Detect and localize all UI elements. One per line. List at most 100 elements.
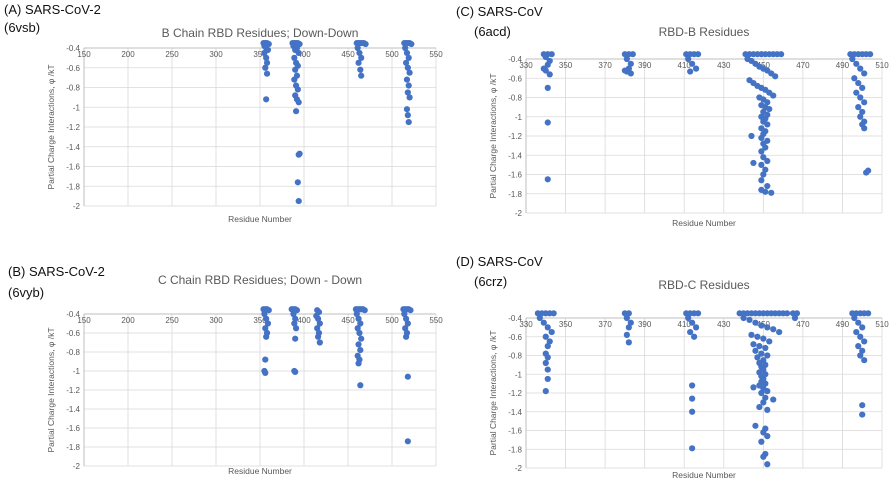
data-point [754,333,761,340]
y-tick-label: -2 [515,464,523,473]
data-point [694,51,702,58]
data-point [292,315,299,322]
data-point [295,151,302,158]
x-tick-label: 200 [121,316,135,325]
data-point [544,343,551,350]
y-axis-label: Partial Charge Interactions, φ /kT [488,73,498,198]
data-point [762,344,769,352]
data-point [544,176,551,183]
data-point [544,61,551,68]
data-point [760,453,767,460]
data-point [356,49,363,57]
y-axis-label: Partial Charge Interactions, φ /kT [46,327,56,452]
data-point [758,350,765,357]
x-tick-label: 350 [559,61,573,70]
y-tick-label: -1.8 [508,445,522,454]
data-point [756,403,763,411]
data-point [627,70,634,77]
data-point [404,373,411,380]
y-tick-label: -1 [515,113,523,122]
x-tick-label: 200 [121,50,135,59]
data-point [291,76,298,83]
data-point [404,320,411,327]
data-point [853,60,860,67]
data-point [316,339,323,346]
data-point [692,65,700,72]
panel-b-label-line1: (B) SARS-CoV-2 [8,264,105,279]
data-point [685,55,692,63]
y-tick-label: -0.6 [66,329,80,338]
data-point [758,134,765,142]
x-tick-label: 300 [209,50,223,59]
data-point [357,320,364,327]
data-point [623,331,630,338]
panel-b: (B) SARS-CoV-2 (6vyb) C Chain RBD Residu… [0,240,448,480]
panel-c-label-line2: (6acd) [474,24,511,39]
data-point [544,84,551,91]
data-point [689,60,696,67]
data-point [762,394,769,401]
x-tick-label: 250 [165,316,179,325]
data-point [629,51,636,58]
y-tick-label: -1.2 [66,123,80,132]
data-point [754,354,761,361]
data-point [403,106,411,113]
data-point [793,310,801,317]
data-point [855,79,862,87]
data-point [355,360,362,367]
y-tick-label: -1.2 [508,132,522,141]
data-point [355,315,362,322]
data-point [263,96,270,103]
data-point [758,389,765,397]
data-point [262,356,269,363]
x-tick-label: 390 [638,320,652,329]
y-tick-label: -2 [73,462,81,471]
data-point [758,161,765,168]
data-point [357,66,364,73]
data-point [544,366,551,373]
chart-c: RBD-B Residues 330 350 370 390 410 430 450 470 49… [488,25,889,228]
data-point [752,347,759,354]
data-point [262,369,269,376]
x-tick-label: 410 [678,320,692,329]
x-axis-label: Residue Number [672,470,736,480]
data-point [542,333,549,340]
data-point [791,314,799,322]
data-point [314,315,322,322]
data-point [689,319,696,326]
y-tick-label: -1 [73,103,81,112]
data-point [291,320,298,327]
data-point [402,315,410,322]
data-point [851,314,858,322]
x-tick-label: 470 [796,61,810,70]
data-point [764,406,771,413]
data-point [627,60,634,67]
data-point [859,84,866,91]
data-point [758,186,765,193]
data-point [261,49,268,57]
data-point [316,320,323,327]
data-point [689,382,696,389]
data-point [752,319,759,326]
data-point [540,319,547,326]
data-point [263,333,270,340]
data-point [855,319,862,326]
panel-d: (D) SARS-CoV (6crz) RBD-C Residues 330 350… [448,240,896,480]
data-point [689,395,696,402]
y-axis-label: Partial Charge Interactions, φ /kT [488,330,498,455]
data-point [355,341,362,348]
panel-d-label-line2: (6crz) [474,274,508,289]
x-tick-label: 450 [341,316,355,325]
data-point [692,324,700,331]
data-point [263,54,270,61]
chart-title: C Chain RBD Residues; Down - Down [158,273,362,287]
data-point [355,59,362,66]
x-tick-label: 490 [836,320,850,329]
x-tick-label: 330 [519,61,533,70]
x-tick-label: 490 [836,61,850,70]
data-point [404,112,411,119]
x-tick-label: 300 [209,316,223,325]
chart-title: B Chain RBD Residues; Down-Down [162,26,359,40]
data-point [546,71,553,78]
data-point [356,329,363,337]
